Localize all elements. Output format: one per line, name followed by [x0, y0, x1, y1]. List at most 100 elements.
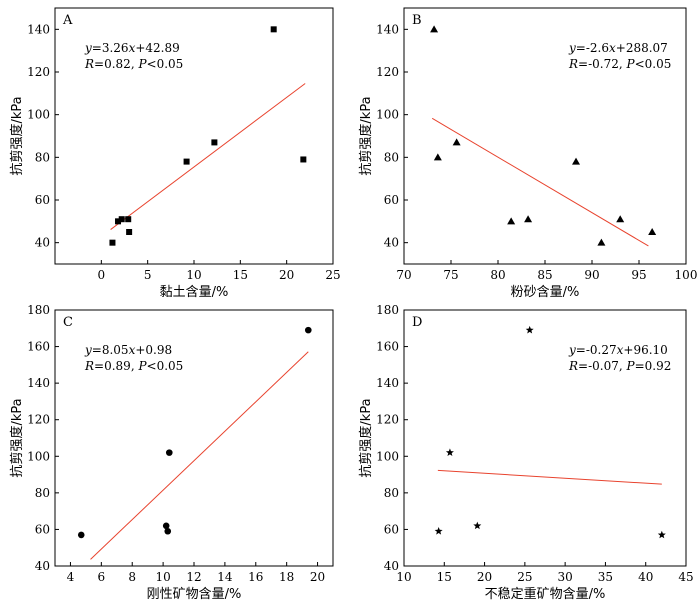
panel-a-x-tick-label: 20	[279, 268, 294, 282]
panel-d-y-axis-label: 抗剪强度/kPa	[358, 398, 374, 477]
panel-b-y-tick-label: 100	[376, 108, 399, 122]
panel-c-x-tick-label: 12	[186, 570, 201, 584]
panel-d-equation-var: y	[568, 343, 576, 357]
panel-b-data-point	[648, 228, 657, 235]
panel-a-data-point	[270, 26, 277, 33]
panel-a-y-tick-label: 100	[27, 108, 50, 122]
panel-a-data-point	[115, 218, 122, 225]
panel-c-equation-var: x	[129, 343, 136, 357]
panel-c-y-tick-label: 180	[27, 303, 50, 317]
panel-b-stats-var: P	[626, 57, 636, 71]
panel-d-frame	[403, 309, 687, 567]
panel-a-letter: A	[62, 13, 73, 28]
panel-c-x-tick-label: 4	[67, 570, 75, 584]
panel-d-equation-part: =-0.27	[576, 343, 617, 357]
panel-b-x-tick-label: 100	[675, 268, 698, 282]
panel-d-fit-line	[437, 469, 662, 485]
panel-d-x-tick-label: 40	[638, 570, 653, 584]
panel-b-stats: R=-0.72, P<0.05	[568, 57, 671, 71]
panel-c-fit-line	[90, 351, 309, 560]
panel-a-data-point	[300, 156, 307, 163]
panel-c-y-tick-label: 100	[27, 449, 50, 463]
panel-d-y-tick-label: 100	[376, 449, 399, 463]
panel-c-x-tick-label: 18	[279, 570, 294, 584]
panel-d-data-point	[657, 530, 666, 539]
panel-b-x-tick-label: 80	[490, 268, 505, 282]
panel-a-y-tick-label: 60	[35, 193, 50, 207]
panel-a-equation: y=3.26x+42.89	[84, 41, 180, 55]
panel-b-data-point	[433, 153, 442, 161]
panel-b-data-point	[616, 215, 625, 223]
panel-b-stats-part: =-0.72,	[578, 57, 626, 71]
panel-c-stats-part: <0.05	[147, 359, 184, 373]
panel-c-data-point	[77, 531, 85, 539]
panel-d-x-tick-label: 25	[517, 570, 532, 584]
panel-c-stats-var: P	[137, 359, 147, 373]
panel-b-x-tick-label: 70	[396, 268, 411, 282]
panel-c-letter: C	[63, 315, 73, 330]
panel-c-equation-part: +0.98	[135, 343, 172, 357]
panel-a-equation-var: x	[129, 41, 136, 55]
panel-b-equation-part: +288.07	[616, 41, 668, 55]
panel-a-y-axis-label: 抗剪强度/kPa	[9, 96, 25, 175]
panel-a-stats-var: R	[84, 57, 94, 71]
panel-a-x-tick-label: 0	[98, 268, 106, 282]
panel-c-x-tick-label: 10	[155, 570, 170, 584]
panel-d-equation: y=-0.27x+96.10	[568, 343, 668, 357]
panel-a-equation-part: +42.89	[135, 41, 179, 55]
panel-b-data-point	[572, 157, 581, 165]
panel-b-data-point	[430, 25, 439, 33]
panel-c-y-tick-label: 60	[35, 522, 50, 536]
panel-a-y-tick-label: 140	[27, 22, 50, 36]
panel-b-equation-var: y	[568, 41, 576, 55]
panel-d-x-tick-label: 10	[396, 570, 411, 584]
panel-b-letter: B	[412, 13, 422, 28]
panel-b-fit-line	[431, 117, 649, 247]
panel-a-stats-part: =0.82,	[94, 57, 138, 71]
panel-b-equation-part: =-2.6	[576, 41, 609, 55]
panel-a-data-point	[183, 158, 190, 165]
panel-c-stats-var: R	[84, 359, 94, 373]
panel-b-y-tick-label: 40	[384, 236, 399, 250]
panel-b: 70 75 80 85 90 95 100 40 60 80 100 120 140 粉砂含量/% 抗剪强度…	[358, 7, 698, 300]
panel-c-x-tick-label: 6	[98, 570, 106, 584]
panel-b-x-tick-label: 75	[443, 268, 458, 282]
panel-d-y-tick-label: 180	[376, 303, 399, 317]
panel-a-stats: R=0.82, P<0.05	[84, 57, 183, 71]
panel-d-letter: D	[412, 315, 422, 330]
panel-d-data-point	[525, 325, 534, 334]
panel-b-data-point	[524, 215, 533, 223]
panel-d-equation-var: x	[617, 343, 624, 357]
panel-b-data-point	[597, 238, 606, 246]
panel-a-x-tick-label: 15	[233, 268, 248, 282]
panel-a-x-axis-label: 黏土含量/%	[160, 284, 229, 300]
panel-b-x-tick-label: 85	[537, 268, 552, 282]
panel-b-x-tick-label: 90	[584, 268, 599, 282]
panel-b-x-tick-label: 95	[631, 268, 646, 282]
panel-b-stats-var: R	[568, 57, 578, 71]
panel-c-x-tick-label: 16	[248, 570, 263, 584]
panel-c-equation-var: y	[84, 343, 92, 357]
panel-d-y-tick-label: 120	[376, 413, 399, 427]
panel-c-x-tick-label: 14	[217, 570, 233, 584]
panel-c-y-axis-label: 抗剪强度/kPa	[9, 398, 25, 477]
panel-d-stats-var: P	[626, 359, 636, 373]
panel-a-data-point	[118, 216, 125, 223]
panel-c: 4 6 8 10 12 14 16 18 20 40 60 80 100 120 140 160 180 刚性矿物…	[9, 303, 334, 602]
panel-b-data-point	[507, 217, 516, 225]
panel-c-y-tick-label: 160	[27, 340, 50, 354]
panel-b-equation: y=-2.6x+288.07	[568, 41, 668, 55]
panel-d-x-tick-label: 45	[678, 570, 693, 584]
panel-d-y-tick-label: 140	[376, 376, 399, 390]
panel-d-y-tick-label: 80	[384, 486, 399, 500]
panel-c-x-axis-label: 刚性矿物含量/%	[147, 586, 242, 600]
panel-c-y-tick-label: 120	[27, 413, 50, 427]
panel-d-equation-part: +96.10	[623, 343, 667, 357]
panel-a-data-point	[109, 239, 116, 246]
panel-d-x-tick-label: 30	[558, 570, 573, 584]
panel-a: 0 5 10 15 20 25 40 60 80 100 120 140 黏土含量/% 抗剪强度/kPa A…	[9, 7, 341, 300]
panel-b-y-tick-label: 140	[376, 22, 399, 36]
panel-b-y-tick-label: 120	[376, 65, 399, 79]
